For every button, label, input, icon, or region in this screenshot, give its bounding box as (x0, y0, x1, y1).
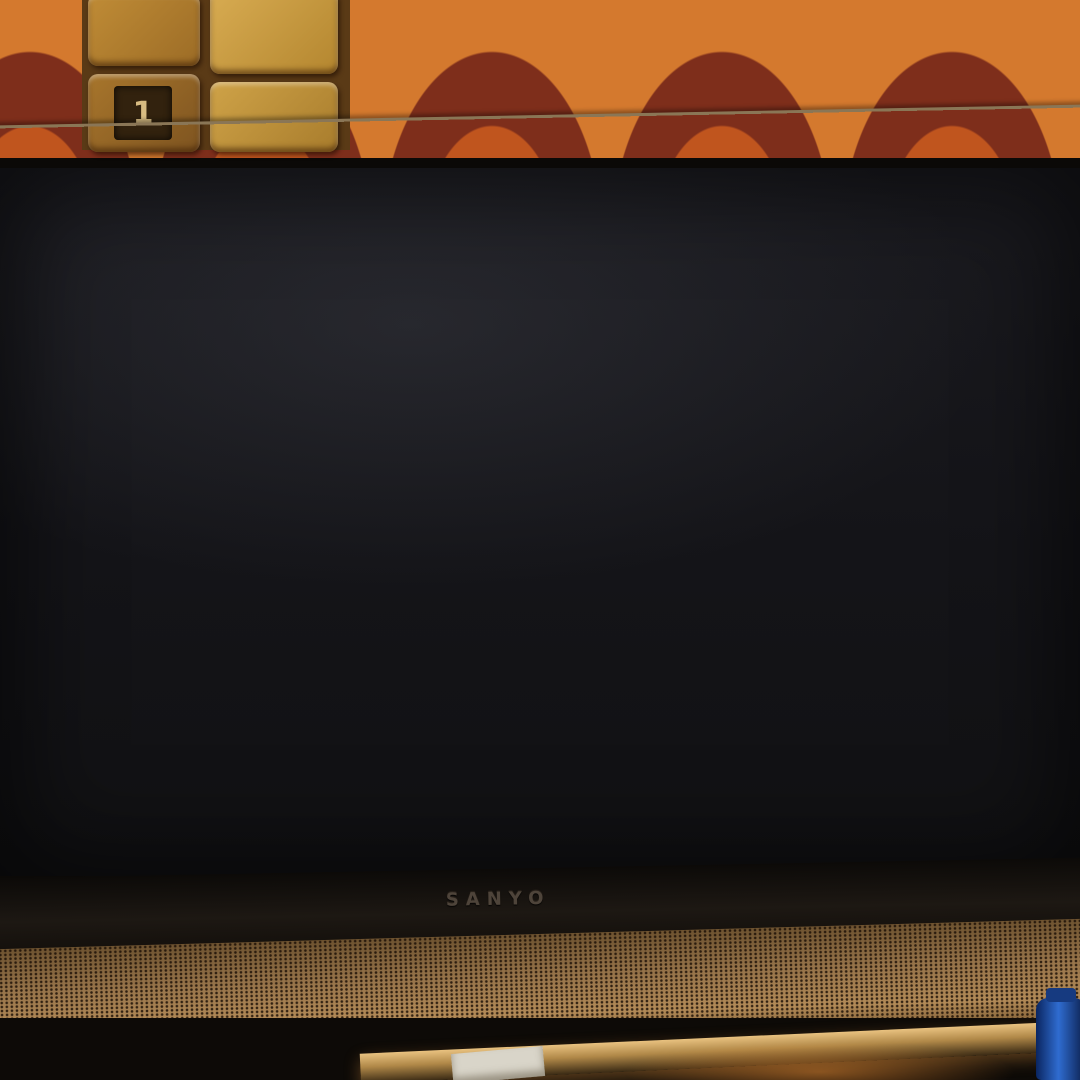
tv-screen: ＰＶＲ検査メニュー(PVR TEST MENU) 12/ 7[日]午後 3:22… (0, 168, 1080, 876)
blue-bottle (1036, 988, 1080, 1080)
screen-glare (0, 168, 1080, 876)
wood-tile (210, 82, 338, 152)
wood-tile: 1 (88, 74, 200, 152)
wood-tile (210, 0, 338, 74)
wood-tile (88, 0, 200, 66)
warm-light-glow (560, 1030, 1080, 1080)
wood-tile-panel: 1 (82, 0, 350, 152)
wall-number-plaque: 1 (114, 86, 172, 140)
tv-brand-logo: SANYO (445, 887, 551, 911)
